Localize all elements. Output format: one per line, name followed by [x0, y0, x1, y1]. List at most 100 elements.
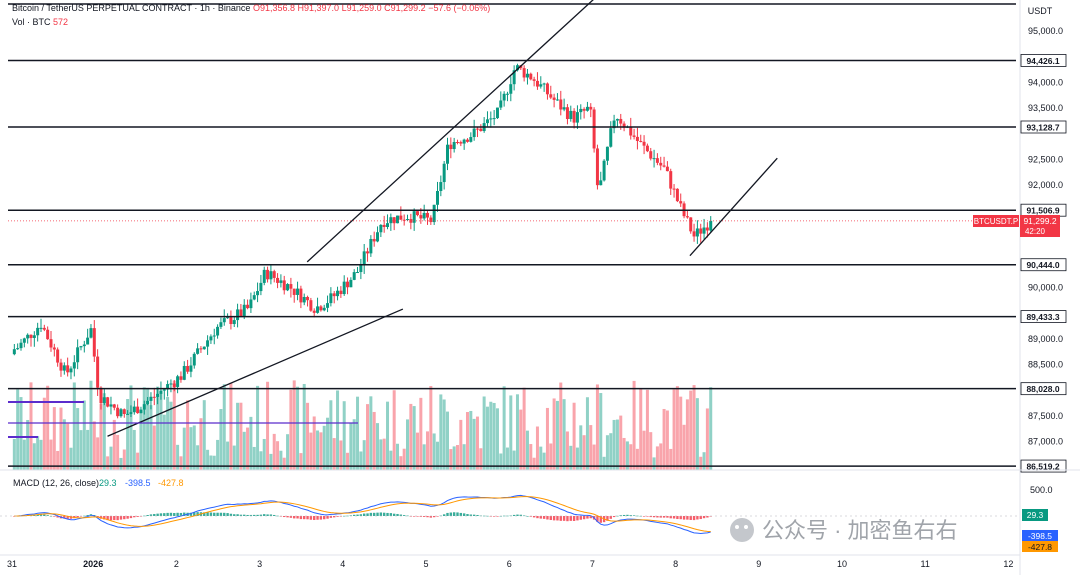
macd-hist-bar — [256, 514, 259, 516]
macd-hist-bar — [306, 516, 309, 520]
macd-hist-bar — [482, 515, 486, 517]
candle-body — [589, 106, 593, 110]
candle-body — [495, 107, 499, 119]
candle-body — [36, 327, 40, 336]
macd-hist-bar — [632, 515, 636, 516]
candle-body — [522, 68, 526, 78]
volume-bar — [239, 402, 243, 470]
macd-hist-bar — [692, 516, 696, 521]
macd-hist-bar — [286, 516, 289, 518]
volume-bar — [565, 431, 569, 470]
macd-hist-bar — [299, 516, 303, 520]
candle-body — [689, 217, 693, 232]
candle-body — [442, 163, 446, 183]
macd-hist-bar — [629, 515, 632, 516]
volume-bar — [289, 389, 293, 470]
candle-body — [336, 290, 340, 297]
candle-body — [642, 141, 646, 146]
volume-bar — [176, 444, 180, 470]
macd-hist-bar — [396, 513, 399, 516]
candle-body — [116, 407, 120, 417]
volume-bar — [242, 431, 246, 470]
candle-body — [12, 349, 16, 355]
candle-body — [146, 400, 150, 405]
macd-hist-bar — [106, 516, 109, 521]
macd-hist-bar — [616, 515, 619, 517]
macd-hist-bar — [362, 513, 366, 516]
volume-bar — [552, 398, 556, 470]
macd-hist-bar — [129, 516, 133, 519]
candle-body — [532, 79, 536, 81]
candle-body — [189, 365, 193, 372]
macd-hist-bar — [196, 512, 199, 516]
volume-bar — [192, 425, 196, 470]
candle-body — [226, 317, 230, 319]
candle-body — [242, 304, 246, 316]
trendline — [107, 308, 404, 437]
volume-bar — [356, 396, 360, 470]
candle-body — [256, 291, 260, 296]
macd-hist-bar — [313, 516, 316, 521]
macd-hist-bar — [76, 516, 79, 518]
volume-bar — [346, 452, 350, 470]
macd-hist-bar — [123, 516, 126, 520]
macd-hist-bar — [466, 514, 469, 516]
macd-hist-bar — [476, 514, 479, 516]
level-label: 91,506.9 — [1026, 206, 1059, 216]
volume-bar — [359, 451, 363, 470]
candle-body — [46, 329, 50, 340]
candle-body — [72, 362, 76, 369]
candle-body — [499, 100, 503, 108]
macd-hist-bar — [169, 512, 173, 516]
volume-bar — [42, 397, 46, 470]
volume-bar — [449, 449, 453, 470]
volume-bar — [599, 393, 603, 470]
volume-bar — [632, 380, 636, 470]
candle-body — [579, 108, 583, 113]
macd-hist-badge-text: 29.3 — [1027, 510, 1044, 520]
volume-bar — [482, 396, 486, 470]
macd-hist-bar — [149, 514, 153, 516]
candle-body — [209, 336, 213, 341]
candle-body — [42, 327, 46, 330]
volume-bar — [372, 411, 376, 470]
volume-bar — [549, 443, 553, 470]
candle-body — [109, 404, 113, 407]
wechat-icon-eye-left — [735, 525, 739, 529]
volume-bar — [542, 452, 546, 470]
macd-hist-bar — [599, 516, 602, 523]
macd-hist-bar — [333, 516, 336, 518]
bar-countdown: 42:20 — [1025, 227, 1046, 236]
volume-bar — [489, 401, 493, 470]
volume-bar — [252, 446, 256, 470]
date-tick: 8 — [673, 559, 678, 569]
candle-body — [702, 227, 706, 234]
macd-hist-bar — [612, 516, 616, 518]
macd-hist-bar — [203, 512, 206, 516]
macd-hist-bar — [452, 512, 456, 516]
volume-header: Vol · BTC 572 — [12, 17, 68, 27]
candle-body — [76, 347, 80, 363]
macd-hist-bar — [572, 516, 576, 521]
volume-bar — [479, 448, 483, 470]
macd-hist-bar — [273, 514, 276, 516]
macd-hist-bar — [13, 516, 16, 517]
volume-bar — [76, 408, 80, 470]
volume-bar — [222, 384, 226, 470]
volume-bar — [585, 397, 589, 470]
macd-hist-bar — [269, 514, 273, 516]
volume-bar — [559, 382, 563, 470]
current-ticker-badge — [973, 215, 1019, 227]
candle-body — [129, 412, 133, 414]
candle-body — [196, 348, 200, 354]
candle-body — [535, 80, 539, 87]
volume-bar — [675, 386, 679, 470]
macd-hist-bar — [296, 516, 299, 519]
macd-hist-bar — [309, 516, 313, 520]
candle-body — [462, 139, 466, 144]
macd-hist-bar — [213, 512, 216, 516]
candle-body — [432, 204, 436, 223]
volume-bar — [79, 430, 83, 470]
